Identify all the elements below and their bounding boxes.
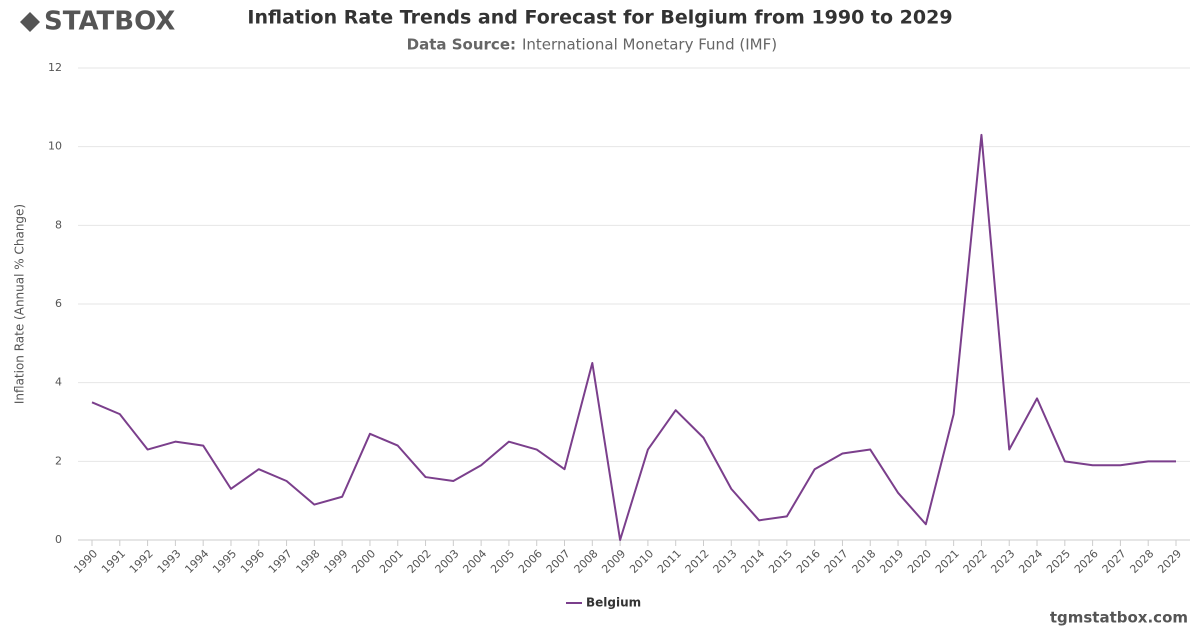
x-tick-label: 2023 (988, 547, 1017, 576)
x-tick-label: 2020 (905, 547, 934, 576)
y-tick-label: 10 (48, 140, 62, 153)
y-tick-label: 6 (55, 297, 62, 310)
x-tick-label: 2007 (544, 547, 573, 576)
x-tick-label: 2010 (627, 547, 656, 576)
brand: STATBOX (44, 7, 175, 37)
x-tick-label: 2029 (1155, 547, 1184, 576)
x-tick-label: 2019 (877, 547, 906, 576)
y-tick-label: 8 (55, 218, 62, 231)
watermark: tgmstatbox.com (1050, 609, 1188, 627)
x-tick-label: 2014 (738, 547, 767, 576)
x-tick-label: 1996 (238, 547, 267, 576)
x-tick-label: 1999 (321, 547, 350, 576)
x-tick-label: 2017 (822, 547, 851, 576)
source-label: Data Source: (407, 36, 516, 54)
x-tick-label: 2022 (961, 547, 990, 576)
x-tick-label: 1990 (71, 547, 100, 576)
x-tick-label: 2015 (766, 547, 795, 576)
x-tick-label: 1995 (210, 547, 239, 576)
x-tick-label: 1997 (266, 547, 295, 576)
y-tick-label: 0 (55, 533, 62, 546)
x-tick-label: 2005 (488, 547, 517, 576)
x-tick-label: 2002 (405, 547, 434, 576)
y-axis-label: Inflation Rate (Annual % Change) (13, 204, 27, 404)
x-tick-label: 1991 (99, 547, 128, 576)
line (91, 133, 1176, 541)
x-tick-label: 2000 (349, 547, 378, 576)
source: International Monetary Fund (IMF) (522, 36, 777, 54)
x-tick-label: 1998 (294, 547, 323, 576)
x-tick-label: 2016 (794, 547, 823, 576)
x-tick-label: 2027 (1100, 547, 1129, 576)
y-tick-label: 4 (55, 376, 62, 389)
x-tick-label: 1993 (155, 547, 184, 576)
x-tick-label: 2008 (572, 547, 601, 576)
x-tick-label: 2011 (655, 547, 684, 576)
x-tick-label: 2018 (850, 547, 879, 576)
legend-label: Belgium (586, 596, 641, 610)
x-tick-label: 1994 (182, 547, 211, 576)
x-tick-label: 1992 (127, 547, 156, 576)
x-tick-label: 2001 (377, 547, 406, 576)
y-tick-label: 12 (48, 61, 62, 74)
x-tick-label: 2009 (599, 547, 628, 576)
chart-title: Inflation Rate Trends and Forecast for B… (247, 7, 952, 29)
x-tick-label: 2024 (1016, 547, 1045, 576)
y-tick-label: 2 (55, 454, 62, 467)
x-tick-label: 2004 (460, 547, 489, 576)
logo: STATBOX (20, 7, 175, 37)
x-tick-label: 2026 (1072, 547, 1101, 576)
x-tick-label: 2013 (711, 547, 740, 576)
x-tick-label: 2028 (1127, 547, 1156, 576)
x-tick-label: 2003 (433, 547, 462, 576)
x-tick-label: 2006 (516, 547, 545, 576)
logo-icon (20, 12, 40, 32)
x-tick-label: 2012 (683, 547, 712, 576)
x-tick-label: 2025 (1044, 547, 1073, 576)
x-tick-label: 2021 (933, 547, 962, 576)
